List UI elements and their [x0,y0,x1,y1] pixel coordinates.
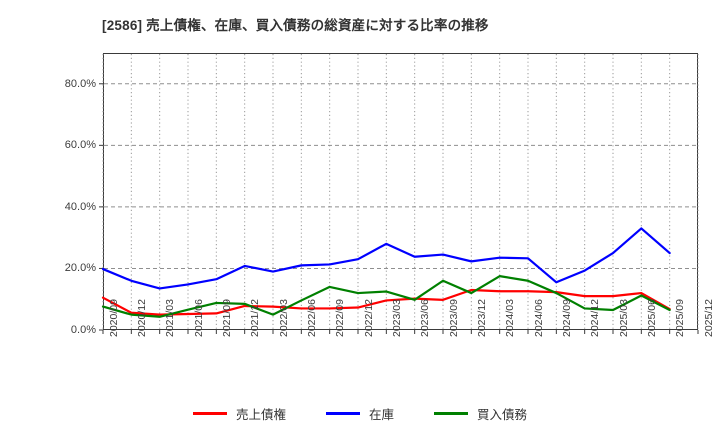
legend-color-swatch [325,411,360,415]
x-axis-tick-label: 2025/06 [645,299,658,337]
x-axis-tick-label: 2023/03 [390,299,403,337]
legend-color-swatch [434,411,468,415]
x-axis-tick-label: 2021/03 [164,299,177,337]
legend-label: 買入債務 [477,407,528,422]
legend-item[interactable]: 売上債権 [192,404,286,423]
x-axis-tick-label: 2025/12 [702,299,715,337]
y-axis-tick-label: 0.0% [70,324,96,336]
page-title: [2586] 売上債権、在庫、買入債務の総資産に対する比率の推移 [102,18,489,33]
x-axis-tick-label: 2023/06 [419,299,432,337]
x-axis-tick-label: 2022/03 [277,299,290,337]
legend-item[interactable]: 買入債務 [434,404,527,423]
x-axis-tick-label: 2022/12 [362,299,375,337]
y-axis-tick-label: 20.0% [64,262,96,275]
chart-legend: 売上債権 在庫 買入債務 [0,400,720,426]
x-axis-tick-label: 2024/09 [560,299,573,337]
x-axis-tick-label: 2025/09 [674,299,687,337]
x-axis-tick-label: 2020/12 [135,299,148,337]
x-axis-tick-label: 2022/06 [305,299,318,337]
x-axis-tick-label: 2025/03 [617,299,630,337]
series-line-買入債務 [101,275,671,318]
series-line-売上債権 [101,288,671,316]
legend-label: 売上債権 [235,407,286,422]
y-axis-tick-label: 60.0% [64,139,96,152]
legend-item[interactable]: 在庫 [325,404,394,423]
x-axis-tick-label: 2023/12 [475,299,488,337]
x-axis-tick-label: 2024/06 [532,299,545,337]
x-axis-tick-label: 2024/03 [504,299,517,337]
x-axis-tick-label: 2024/12 [589,299,602,337]
x-axis-tick-label: 2021/09 [220,299,233,337]
x-axis-tick-label: 2021/12 [249,299,262,337]
legend-label: 在庫 [368,407,394,422]
series-line-在庫 [101,227,671,290]
legend-color-swatch [192,411,227,415]
y-axis-tick-label: 80.0% [64,77,96,90]
x-axis-tick-label: 2020/09 [107,299,120,337]
x-axis-tick-label: 2023/09 [447,299,460,337]
x-axis-tick-label: 2022/09 [334,299,347,337]
x-axis-tick-label: 2021/06 [192,299,205,337]
y-axis-tick-label: 40.0% [64,200,96,213]
